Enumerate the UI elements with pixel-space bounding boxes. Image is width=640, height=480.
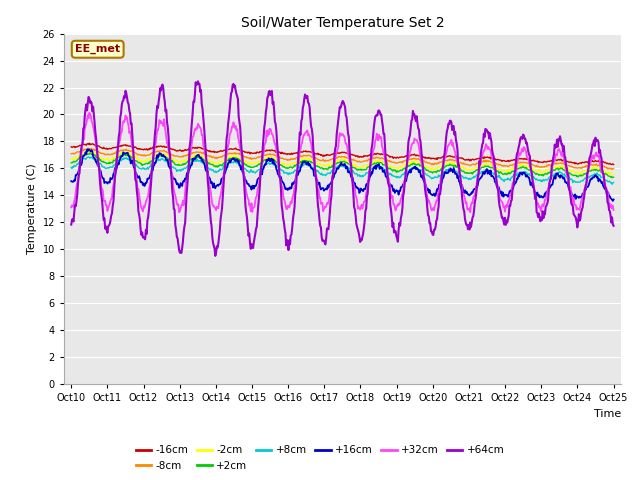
X-axis label: Time: Time [593, 408, 621, 419]
Legend: -16cm, -8cm, -2cm, +2cm, +8cm, +16cm, +32cm, +64cm: -16cm, -8cm, -2cm, +2cm, +8cm, +16cm, +3… [131, 441, 509, 475]
Y-axis label: Temperature (C): Temperature (C) [27, 163, 37, 254]
Text: EE_met: EE_met [75, 44, 120, 54]
Title: Soil/Water Temperature Set 2: Soil/Water Temperature Set 2 [241, 16, 444, 30]
